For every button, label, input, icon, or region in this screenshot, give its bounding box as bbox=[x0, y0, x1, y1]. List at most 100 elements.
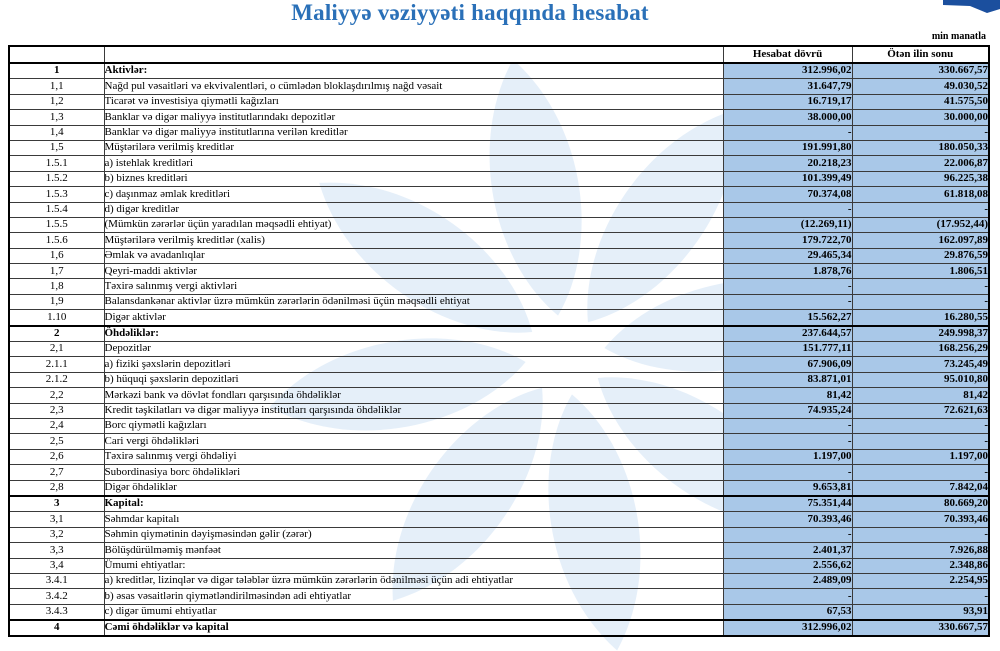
value-previous-cell: 1.806,51 bbox=[851, 263, 990, 280]
table-row: 3.4.1 a) kreditlər, lizinqlər və digər t… bbox=[8, 572, 990, 590]
value-current-cell: 151.777,11 bbox=[722, 341, 853, 358]
value-current-cell: 75.351,44 bbox=[722, 494, 853, 513]
table-row: 1,1 Nağd pul vəsaitləri və ekvivalentlər… bbox=[8, 78, 990, 95]
row-number-cell: 2.1.1 bbox=[8, 356, 105, 373]
row-label-cell: Nağd pul vəsaitləri və ekvivalentləri, o… bbox=[103, 78, 724, 95]
value-current-cell: - bbox=[722, 293, 853, 311]
value-current-cell: - bbox=[722, 526, 853, 544]
value-current-cell: - bbox=[722, 433, 853, 450]
table-row: 3.4.2 b) əsas vəsaitlərin qiymətləndiril… bbox=[8, 588, 990, 605]
value-previous-cell: 2.348,86 bbox=[851, 557, 990, 574]
table-row: 1,8 Təxirə salınmış vergi aktivləri - - bbox=[8, 278, 990, 295]
row-label-cell: Balansdankənar aktivlər üzrə mümkün zərə… bbox=[103, 293, 724, 311]
row-label-cell: Ticarət və investisiya qiymətli kağızlar… bbox=[103, 93, 724, 111]
row-number-cell: 3 bbox=[8, 494, 105, 513]
value-previous-cell: 81,42 bbox=[851, 387, 990, 404]
row-number-cell: 1.5.3 bbox=[8, 186, 105, 203]
value-current-cell: 312.996,02 bbox=[722, 62, 853, 80]
row-label-cell: Qeyri-maddi aktivlər bbox=[103, 263, 724, 280]
value-previous-cell: 7.842,04 bbox=[851, 479, 990, 497]
value-current-cell: 16.719,17 bbox=[722, 93, 853, 111]
row-label-cell: Cari vergi öhdəlikləri bbox=[103, 433, 724, 450]
report-title: Maliyyə vəziyyəti haqqında hesabat bbox=[291, 0, 649, 25]
row-number-cell: 1.5.5 bbox=[8, 216, 105, 234]
row-number-cell: 1,8 bbox=[8, 278, 105, 295]
value-previous-cell: 16.280,55 bbox=[851, 309, 990, 327]
value-previous-cell: - bbox=[851, 464, 990, 481]
table-row: 1.10 Digər aktivlər 15.562,27 16.280,55 bbox=[8, 309, 990, 327]
row-number-cell: 2.1.2 bbox=[8, 371, 105, 389]
row-label-cell: Cəmi öhdəliklər və kapital bbox=[103, 619, 724, 637]
value-current-cell: 1.197,00 bbox=[722, 448, 853, 466]
row-label-cell: Bölüşdürülməmiş mənfəət bbox=[103, 542, 724, 559]
value-previous-cell: 61.818,08 bbox=[851, 186, 990, 203]
row-label-cell: Banklar və digər maliyyə institutlarında… bbox=[103, 109, 724, 126]
value-current-cell: 83.871,01 bbox=[722, 371, 853, 389]
value-previous-cell: 29.876,59 bbox=[851, 247, 990, 265]
value-previous-cell: 180.050,33 bbox=[851, 139, 990, 157]
table-row: 2 Öhdəliklər: 237.644,57 249.998,37 bbox=[8, 324, 990, 343]
table-row: 3,2 Səhmin qiymətinin dəyişməsindən gəli… bbox=[8, 526, 990, 544]
value-previous-cell: 93,91 bbox=[851, 603, 990, 621]
table-row: 1,5 Müştərilərə verilmiş kreditlər 191.9… bbox=[8, 139, 990, 157]
table-row: 1,3 Banklar və digər maliyyə institutlar… bbox=[8, 109, 990, 126]
row-number-cell: 3.4.1 bbox=[8, 572, 105, 590]
row-label-cell: b) biznes kreditləri bbox=[103, 170, 724, 188]
table-row: 2,2 Mərkəzi bank və dövlət fondları qarş… bbox=[8, 387, 990, 404]
value-previous-cell: 168.256,29 bbox=[851, 341, 990, 358]
row-label-cell: Öhdəliklər: bbox=[103, 324, 724, 343]
row-label-cell: (Mümkün zərərlər üçün yaradılan məqsədli… bbox=[103, 216, 724, 234]
row-number-cell: 2,5 bbox=[8, 433, 105, 450]
header-empty-label-cell bbox=[103, 45, 724, 64]
row-label-cell: Depozitlər bbox=[103, 341, 724, 358]
value-current-cell: 312.996,02 bbox=[722, 619, 853, 637]
value-current-cell: - bbox=[722, 278, 853, 295]
row-number-cell: 1.5.2 bbox=[8, 170, 105, 188]
table-header-row: Hesabat dövrü Ötən ilin sonu bbox=[8, 45, 990, 64]
row-number-cell: 3,3 bbox=[8, 542, 105, 559]
row-label-cell: Təxirə salınmış vergi aktivləri bbox=[103, 278, 724, 295]
value-current-cell: - bbox=[722, 201, 853, 218]
row-number-cell: 1,1 bbox=[8, 78, 105, 95]
row-label-cell: a) istehlak kreditləri bbox=[103, 155, 724, 172]
value-current-cell: 70.374,08 bbox=[722, 186, 853, 203]
table-row: 1,4 Banklar və digər maliyyə institutlar… bbox=[8, 124, 990, 141]
value-previous-cell: 2.254,95 bbox=[851, 572, 990, 590]
row-label-cell: Borc qiymətli kağızları bbox=[103, 417, 724, 435]
value-previous-cell: 96.225,38 bbox=[851, 170, 990, 188]
row-label-cell: d) digər kreditlər bbox=[103, 201, 724, 218]
value-previous-cell: 49.030,52 bbox=[851, 78, 990, 95]
value-previous-cell: 249.998,37 bbox=[851, 324, 990, 343]
value-current-cell: 191.991,80 bbox=[722, 139, 853, 157]
table-row: 3 Kapital: 75.351,44 80.669,20 bbox=[8, 494, 990, 513]
table-row: 2,6 Təxirə salınmış vergi öhdəliyi 1.197… bbox=[8, 448, 990, 466]
value-current-cell: 9.653,81 bbox=[722, 479, 853, 497]
value-current-cell: 31.647,79 bbox=[722, 78, 853, 95]
financial-position-table: Hesabat dövrü Ötən ilin sonu 1 Aktivlər:… bbox=[8, 45, 990, 638]
row-number-cell: 1,3 bbox=[8, 109, 105, 126]
row-number-cell: 2 bbox=[8, 324, 105, 343]
table-row: 3,3 Bölüşdürülməmiş mənfəət 2.401,37 7.9… bbox=[8, 542, 990, 559]
value-previous-cell: - bbox=[851, 433, 990, 450]
value-current-cell: - bbox=[722, 417, 853, 435]
table-row: 2,3 Kredit təşkilatları və digər maliyyə… bbox=[8, 402, 990, 419]
row-number-cell: 3.4.3 bbox=[8, 603, 105, 621]
row-label-cell: Kapital: bbox=[103, 494, 724, 513]
row-label-cell: Digər öhdəliklər bbox=[103, 479, 724, 497]
value-current-cell: 2.401,37 bbox=[722, 542, 853, 559]
table-row: 1.5.1 a) istehlak kreditləri 20.218,23 2… bbox=[8, 155, 990, 172]
row-label-cell: Müştərilərə verilmiş kreditlər bbox=[103, 139, 724, 157]
header-current-period: Hesabat dövrü bbox=[722, 45, 853, 64]
value-current-cell: - bbox=[722, 124, 853, 141]
table-row: 1 Aktivlər: 312.996,02 330.667,57 bbox=[8, 62, 990, 80]
unit-note: min manatla bbox=[931, 31, 986, 42]
value-previous-cell: - bbox=[851, 417, 990, 435]
row-label-cell: Təxirə salınmış vergi öhdəliyi bbox=[103, 448, 724, 466]
value-current-cell: 2.489,09 bbox=[722, 572, 853, 590]
row-label-cell: a) kreditlər, lizinqlər və digər tələblə… bbox=[103, 572, 724, 590]
value-current-cell: 1.878,76 bbox=[722, 263, 853, 280]
value-previous-cell: - bbox=[851, 124, 990, 141]
value-previous-cell: 41.575,50 bbox=[851, 93, 990, 111]
row-number-cell: 2,3 bbox=[8, 402, 105, 419]
value-current-cell: 20.218,23 bbox=[722, 155, 853, 172]
